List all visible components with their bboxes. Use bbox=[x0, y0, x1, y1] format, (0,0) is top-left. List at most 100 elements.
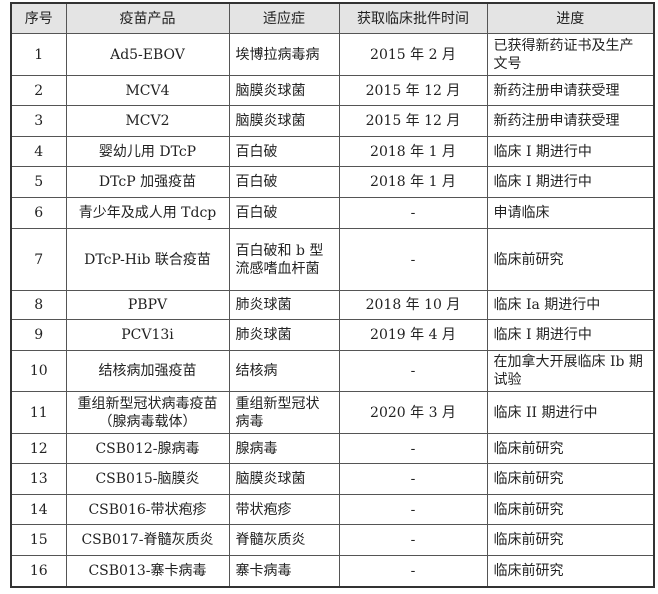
cell-progress: 临床前研究 bbox=[486, 463, 655, 495]
table-row: 9 PCV13i 肺炎球菌 2019 年 4 月临床 I 期进行中 bbox=[10, 319, 655, 351]
cell-date: 2018 年 1 月 bbox=[338, 136, 488, 167]
cell-product: 青少年及成人用 Tdcp bbox=[65, 197, 230, 229]
table-row: 12 CSB012-腺病毒 腺病毒 - 临床前研究 bbox=[10, 433, 655, 464]
cell-no: 8 bbox=[10, 290, 67, 320]
cell-indication: 百白破和 b 型流感嗜血杆菌 bbox=[228, 228, 340, 291]
cell-date: - bbox=[338, 228, 488, 291]
table-row: 4 婴幼儿用 DTcP 百白破 2018 年 1 月临床 I 期进行中 bbox=[10, 136, 655, 167]
cell-progress: 临床前研究 bbox=[486, 433, 655, 464]
header-date: 获取临床批件时间 bbox=[338, 2, 488, 34]
cell-indication: 百白破 bbox=[228, 166, 340, 198]
cell-date: 2018 年 1 月 bbox=[338, 166, 488, 198]
cell-no: 7 bbox=[10, 228, 67, 291]
cell-indication: 肺炎球菌 bbox=[228, 319, 340, 351]
table-row: 7 DTcP-Hib 联合疫苗 百白破和 b 型流感嗜血杆菌 - 临床前研究 bbox=[10, 228, 655, 291]
cell-progress: 临床前研究 bbox=[486, 524, 655, 556]
cell-progress: 临床 I 期进行中 bbox=[486, 136, 655, 167]
cell-product: MCV2 bbox=[65, 105, 230, 137]
cell-progress: 临床 Ia 期进行中 bbox=[486, 290, 655, 320]
cell-progress: 在加拿大开展临床 Ib 期试验 bbox=[486, 350, 655, 392]
header-no: 序号 bbox=[10, 2, 67, 34]
cell-product: CSB016-带状疱疹 bbox=[65, 494, 230, 525]
cell-no: 16 bbox=[10, 555, 67, 587]
cell-no: 5 bbox=[10, 166, 67, 198]
cell-product: DTcP-Hib 联合疫苗 bbox=[65, 228, 230, 291]
cell-indication: 寨卡病毒 bbox=[228, 555, 340, 587]
table-row: 13 CSB015-脑膜炎 脑膜炎球菌 - 临床前研究 bbox=[10, 463, 655, 495]
cell-product: DTcP 加强疫苗 bbox=[65, 166, 230, 198]
cell-progress: 新药注册申请获受理 bbox=[486, 105, 655, 137]
cell-progress: 临床前研究 bbox=[486, 228, 655, 291]
cell-product: PBPV bbox=[65, 290, 230, 320]
cell-product: 婴幼儿用 DTcP bbox=[65, 136, 230, 167]
cell-progress: 临床前研究 bbox=[486, 494, 655, 525]
cell-product: CSB013-寨卡病毒 bbox=[65, 555, 230, 587]
cell-product: 重组新型冠状病毒疫苗（腺病毒载体） bbox=[65, 391, 230, 434]
cell-indication: 脑膜炎球菌 bbox=[228, 463, 340, 495]
cell-indication: 百白破 bbox=[228, 197, 340, 229]
table-row: 11 重组新型冠状病毒疫苗（腺病毒载体） 重组新型冠状病毒 2020 年 3 月临床 … bbox=[10, 391, 655, 434]
cell-product: 结核病加强疫苗 bbox=[65, 350, 230, 392]
header-progress: 进度 bbox=[486, 2, 655, 34]
cell-indication: 结核病 bbox=[228, 350, 340, 392]
cell-progress: 临床 II 期进行中 bbox=[486, 391, 655, 434]
cell-date: - bbox=[338, 350, 488, 392]
cell-date: - bbox=[338, 555, 488, 587]
header-indication: 适应症 bbox=[228, 2, 340, 34]
cell-product: CSB017-脊髓灰质炎 bbox=[65, 524, 230, 556]
table-row: 8 PBPV 肺炎球菌 2018 年 10 月临床 Ia 期进行中 bbox=[10, 290, 655, 320]
cell-no: 10 bbox=[10, 350, 67, 392]
cell-indication: 带状疱疹 bbox=[228, 494, 340, 525]
cell-date: 2018 年 10 月 bbox=[338, 290, 488, 320]
cell-no: 12 bbox=[10, 433, 67, 464]
cell-no: 6 bbox=[10, 197, 67, 229]
cell-indication: 脊髓灰质炎 bbox=[228, 524, 340, 556]
table-row: 2 MCV4 脑膜炎球菌 2015 年 12 月新药注册申请获受理 bbox=[10, 75, 655, 106]
cell-date: - bbox=[338, 494, 488, 525]
cell-date: 2015 年 12 月 bbox=[338, 75, 488, 106]
cell-progress: 临床 I 期进行中 bbox=[486, 166, 655, 198]
cell-date: 2015 年 12 月 bbox=[338, 105, 488, 137]
cell-product: PCV13i bbox=[65, 319, 230, 351]
cell-product: CSB012-腺病毒 bbox=[65, 433, 230, 464]
cell-no: 9 bbox=[10, 319, 67, 351]
table-row: 15 CSB017-脊髓灰质炎 脊髓灰质炎 - 临床前研究 bbox=[10, 524, 655, 556]
cell-progress: 临床前研究 bbox=[486, 555, 655, 587]
cell-date: - bbox=[338, 524, 488, 556]
header-product: 疫苗产品 bbox=[65, 2, 230, 34]
cell-date: 2020 年 3 月 bbox=[338, 391, 488, 434]
cell-indication: 腺病毒 bbox=[228, 433, 340, 464]
cell-progress: 申请临床 bbox=[486, 197, 655, 229]
cell-date: 2015 年 2 月 bbox=[338, 33, 488, 76]
cell-indication: 百白破 bbox=[228, 136, 340, 167]
cell-no: 1 bbox=[10, 33, 67, 76]
cell-product: Ad5-EBOV bbox=[65, 33, 230, 76]
cell-no: 14 bbox=[10, 494, 67, 525]
cell-date: - bbox=[338, 433, 488, 464]
table-row: 6 青少年及成人用 Tdcp 百白破 - 申请临床 bbox=[10, 197, 655, 229]
table-row: 14 CSB016-带状疱疹 带状疱疹 - 临床前研究 bbox=[10, 494, 655, 525]
cell-progress: 已获得新药证书及生产文号 bbox=[486, 33, 655, 76]
header-row: 序号 疫苗产品 适应症 获取临床批件时间 进度 bbox=[10, 2, 655, 34]
cell-indication: 重组新型冠状病毒 bbox=[228, 391, 340, 434]
table-row: 16 CSB013-寨卡病毒 寨卡病毒 - 临床前研究 bbox=[10, 555, 655, 587]
cell-product: CSB015-脑膜炎 bbox=[65, 463, 230, 495]
cell-no: 3 bbox=[10, 105, 67, 137]
cell-product: MCV4 bbox=[65, 75, 230, 106]
cell-indication: 脑膜炎球菌 bbox=[228, 105, 340, 137]
cell-no: 4 bbox=[10, 136, 67, 167]
cell-progress: 临床 I 期进行中 bbox=[486, 319, 655, 351]
table-row: 1 Ad5-EBOV 埃博拉病毒病 2015 年 2 月已获得新药证书及生产文号 bbox=[10, 33, 655, 76]
cell-no: 13 bbox=[10, 463, 67, 495]
cell-no: 11 bbox=[10, 391, 67, 434]
cell-indication: 脑膜炎球菌 bbox=[228, 75, 340, 106]
cell-indication: 埃博拉病毒病 bbox=[228, 33, 340, 76]
cell-progress: 新药注册申请获受理 bbox=[486, 75, 655, 106]
cell-no: 2 bbox=[10, 75, 67, 106]
cell-date: - bbox=[338, 197, 488, 229]
cell-date: 2019 年 4 月 bbox=[338, 319, 488, 351]
vaccine-pipeline-table: 序号 疫苗产品 适应症 获取临床批件时间 进度 1 Ad5-EBOV 埃博拉病毒病 2… bbox=[10, 2, 655, 588]
cell-indication: 肺炎球菌 bbox=[228, 290, 340, 320]
table-row: 3 MCV2 脑膜炎球菌 2015 年 12 月新药注册申请获受理 bbox=[10, 105, 655, 137]
cell-date: - bbox=[338, 463, 488, 495]
